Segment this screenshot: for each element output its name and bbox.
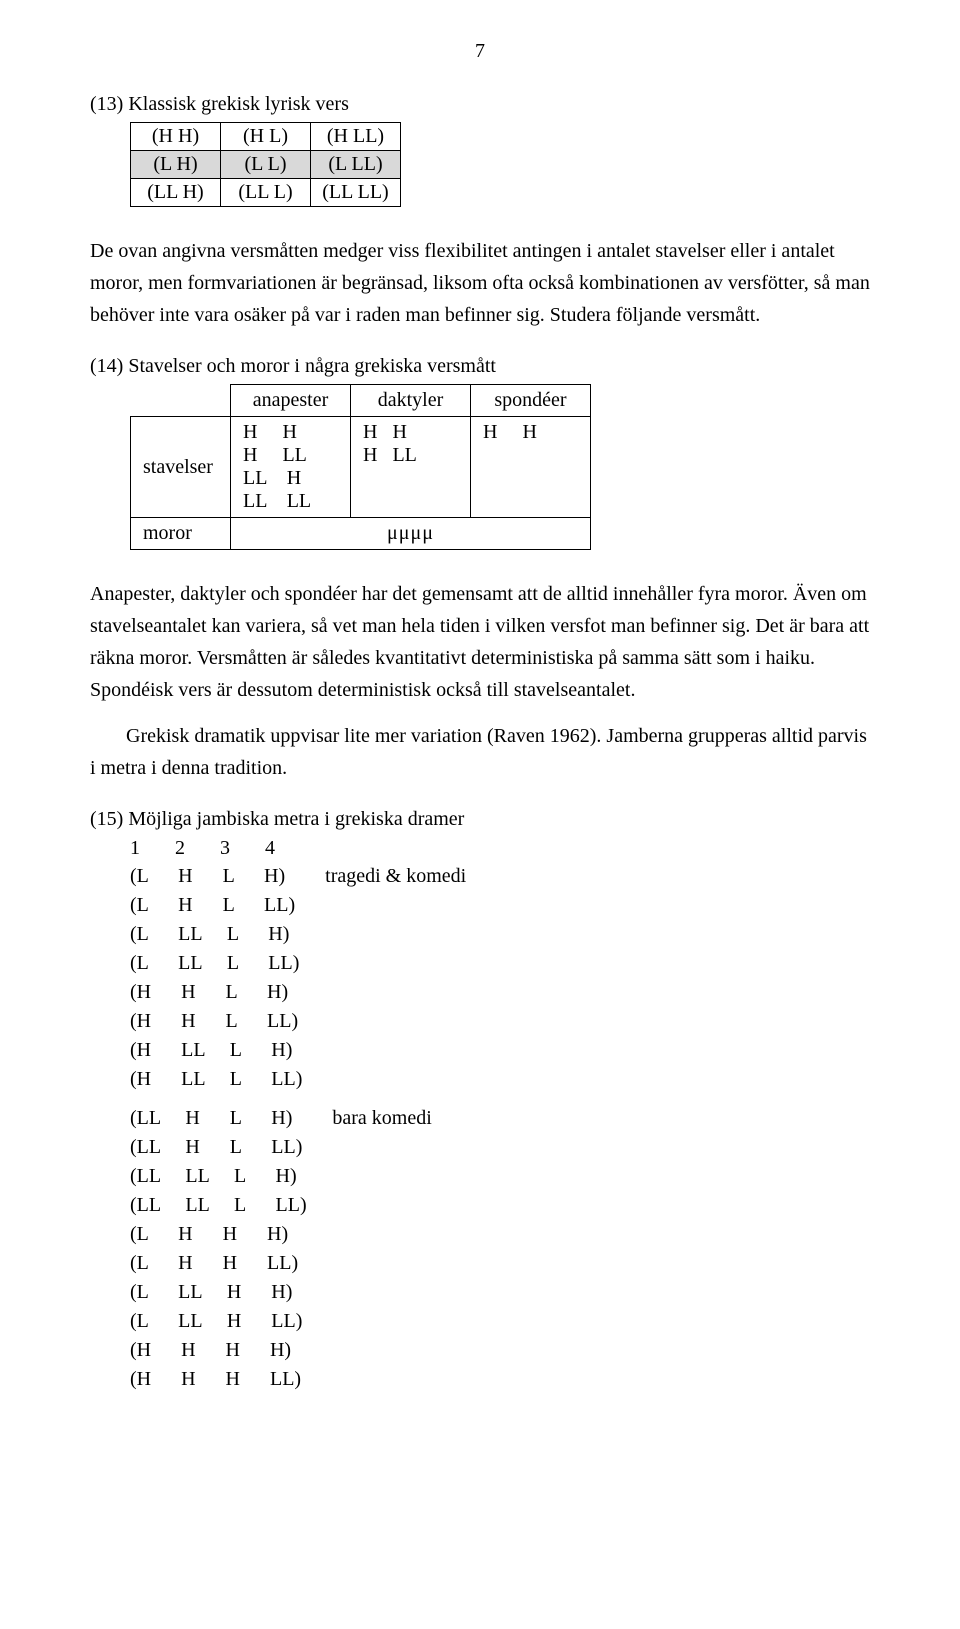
metra-line: (L H L H)tragedi & komedi — [130, 864, 870, 889]
cell-daktyler: H H H LL — [351, 417, 471, 518]
metra-label: tragedi & komedi — [325, 864, 466, 889]
metra-group-2: (LL H L H)bara komedi (LL H L LL) (LL LL L… — [90, 1106, 870, 1392]
metra-line: (H H H H) — [130, 1338, 870, 1363]
table-row: (LL H)(LL L)(LL LL) — [131, 179, 401, 207]
section-14: (14) Stavelser och moror i några grekisk… — [90, 355, 870, 550]
cell-anapester: H H H LL LL H LL LL — [231, 417, 351, 518]
col-anapester: anapester — [231, 385, 351, 417]
metra-line: (H H H LL) — [130, 1367, 870, 1392]
cell-moror: μμμμ — [231, 518, 591, 550]
table-row: (L H)(L L)(L LL) — [131, 151, 401, 179]
col-daktyler: daktyler — [351, 385, 471, 417]
table-cell: (L H) — [131, 151, 221, 179]
table-cell: (H H) — [131, 123, 221, 151]
moror-table: anapester daktyler spondéer stavelser H … — [130, 384, 591, 550]
table-cell: (H LL) — [311, 123, 401, 151]
section-14-text1: Anapester, daktyler och spondéer har det… — [90, 578, 870, 706]
cell-spondeer: H H — [471, 417, 591, 518]
metra-line: (LL LL L LL) — [130, 1193, 870, 1218]
metra-line: (L H H H) — [130, 1222, 870, 1247]
metra-nums: 1 2 3 4 — [130, 837, 870, 860]
meter-table: (H H)(H L)(H LL)(L H)(L L)(L LL)(LL H)(L… — [130, 122, 401, 207]
metra-line: (L LL L H) — [130, 922, 870, 947]
table-row: (H H)(H L)(H LL) — [131, 123, 401, 151]
metra-line: (L LL H H) — [130, 1280, 870, 1305]
metra-line: (LL LL L H) — [130, 1164, 870, 1189]
metra-line: (LL H L H)bara komedi — [130, 1106, 870, 1131]
metra-line: (LL H L LL) — [130, 1135, 870, 1160]
metra-line: (H H L LL) — [130, 1009, 870, 1034]
table-cell: (LL H) — [131, 179, 221, 207]
row-moror: moror — [131, 518, 231, 550]
metra-line: (H LL L LL) — [130, 1067, 870, 1092]
metra-line: (L LL L LL) — [130, 951, 870, 976]
metra-line: (H H L H) — [130, 980, 870, 1005]
metra-group-1: (L H L H)tragedi & komedi (L H L LL) (L LL… — [90, 864, 870, 1092]
section-13-text: De ovan angivna versmåtten medger viss f… — [90, 235, 870, 331]
section-13: (13) Klassisk grekisk lyrisk vers (H H)(… — [90, 93, 870, 207]
metra-line: (H LL L H) — [130, 1038, 870, 1063]
table-cell: (H L) — [221, 123, 311, 151]
col-spondeer: spondéer — [471, 385, 591, 417]
row-stavelser: stavelser — [131, 417, 231, 518]
page-number: 7 — [90, 40, 870, 63]
metra-label: bara komedi — [332, 1106, 431, 1131]
section-13-heading: (13) Klassisk grekisk lyrisk vers — [90, 93, 870, 116]
metra-line: (L H H LL) — [130, 1251, 870, 1276]
empty-cell — [131, 385, 231, 417]
section-14-heading: (14) Stavelser och moror i några grekisk… — [90, 355, 870, 378]
metra-line: (L LL H LL) — [130, 1309, 870, 1334]
section-15: (15) Möjliga jambiska metra i grekiska d… — [90, 808, 870, 1392]
table-cell: (LL L) — [221, 179, 311, 207]
table-cell: (LL LL) — [311, 179, 401, 207]
metra-line: (L H L LL) — [130, 893, 870, 918]
table-cell: (L L) — [221, 151, 311, 179]
page: 7 (13) Klassisk grekisk lyrisk vers (H H… — [0, 0, 960, 1480]
section-14-text2: Grekisk dramatik uppvisar lite mer varia… — [90, 720, 870, 784]
table-cell: (L LL) — [311, 151, 401, 179]
section-15-heading: (15) Möjliga jambiska metra i grekiska d… — [90, 808, 870, 831]
